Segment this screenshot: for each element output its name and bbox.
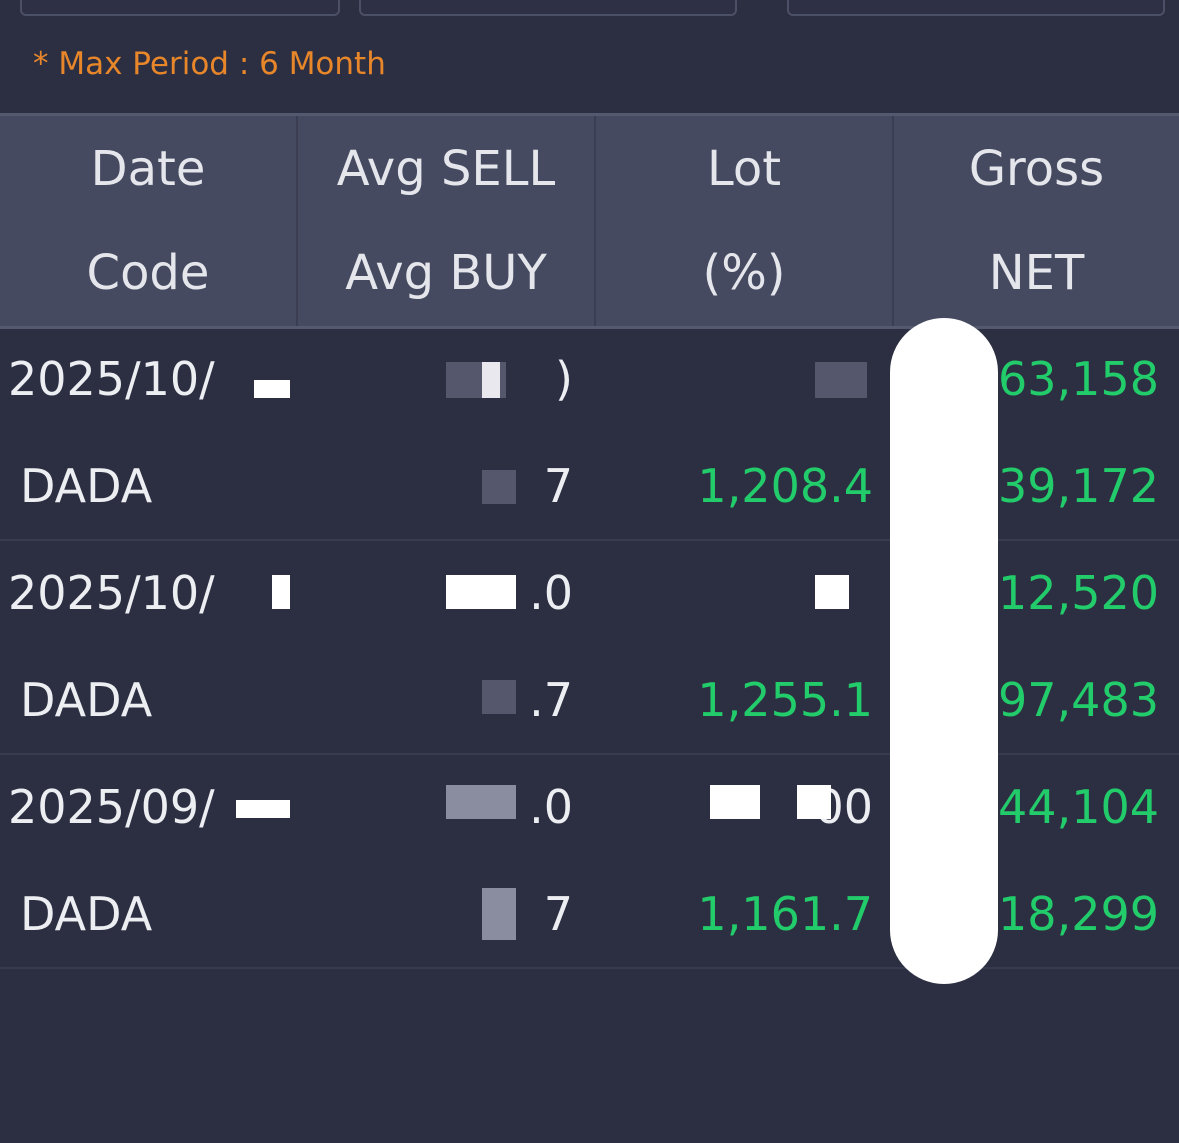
- percent-cell: 1,255.1: [697, 673, 873, 727]
- avg-sell-cell: .0: [529, 780, 573, 834]
- avg-buy-cell: .7: [529, 673, 573, 727]
- date-cell: 2025/10/: [8, 566, 215, 620]
- row-divider: [0, 967, 1179, 969]
- redaction-block: [446, 575, 516, 609]
- redaction-block: [272, 575, 290, 609]
- redaction-block: [710, 785, 760, 819]
- redaction-block: [254, 380, 290, 398]
- gross-cell: 244,104: [968, 780, 1159, 834]
- avg-sell-cell: .0: [529, 566, 573, 620]
- avg-buy-cell: 7: [543, 887, 573, 941]
- gross-cell: 712,520: [968, 566, 1159, 620]
- filter-field-3[interactable]: [787, 0, 1165, 16]
- redaction-block: [815, 575, 849, 609]
- table-row[interactable]: DADA 7 1,161.7 118,299: [0, 861, 1179, 968]
- redaction-block: [482, 680, 516, 714]
- row-divider: [0, 539, 1179, 541]
- date-cell: 2025/09/: [8, 780, 215, 834]
- filter-field-2[interactable]: [359, 0, 737, 16]
- table-header-row-1: Date Avg SELL Lot Gross: [0, 113, 1179, 223]
- table-row[interactable]: 2025/09/ .0 00 244,104: [0, 754, 1179, 861]
- redaction-block: [797, 785, 831, 819]
- date-cell: 2025/10/: [8, 352, 215, 406]
- redaction-block: [482, 470, 516, 504]
- header-avg-sell[interactable]: Avg SELL: [298, 116, 596, 221]
- avg-sell-cell: ): [555, 352, 573, 406]
- redaction-block: [482, 362, 500, 398]
- row-divider: [0, 753, 1179, 755]
- header-avg-buy[interactable]: Avg BUY: [298, 220, 596, 326]
- header-net[interactable]: NET: [988, 245, 1085, 301]
- net-cell: 97,483: [998, 673, 1159, 727]
- header-date[interactable]: Date: [0, 116, 298, 221]
- table-row[interactable]: DADA .7 1,255.1 97,483: [0, 647, 1179, 754]
- net-cell: 118,299: [968, 887, 1159, 941]
- gross-cell: 63,158: [998, 352, 1159, 406]
- header-code[interactable]: Code: [0, 220, 298, 326]
- percent-cell: 1,161.7: [697, 887, 873, 941]
- header-gross[interactable]: Gross: [968, 140, 1105, 197]
- code-cell: DADA: [20, 673, 153, 727]
- table-header-row-2: Code Avg BUY (%) NET: [0, 220, 1179, 329]
- code-cell: DADA: [20, 887, 153, 941]
- max-period-note: * Max Period : 6 Month: [33, 46, 386, 82]
- header-lot[interactable]: Lot: [596, 116, 894, 221]
- redaction-block: [482, 888, 516, 940]
- redaction-block: [236, 800, 290, 818]
- net-cell: 39,172: [998, 459, 1159, 513]
- table-row[interactable]: DADA 7 1,208.4 39,172: [0, 433, 1179, 540]
- header-percent[interactable]: (%): [596, 220, 894, 326]
- table-row[interactable]: 2025/10/ ) 63,158: [0, 326, 1179, 433]
- table-row[interactable]: 2025/10/ .0 712,520: [0, 540, 1179, 647]
- redaction-block: [815, 362, 867, 398]
- avg-buy-cell: 7: [543, 459, 573, 513]
- percent-cell: 1,208.4: [697, 459, 873, 513]
- redaction-block: [446, 785, 516, 819]
- code-cell: DADA: [20, 459, 153, 513]
- redaction-stroke: [890, 318, 998, 984]
- filter-field-1[interactable]: [20, 0, 340, 16]
